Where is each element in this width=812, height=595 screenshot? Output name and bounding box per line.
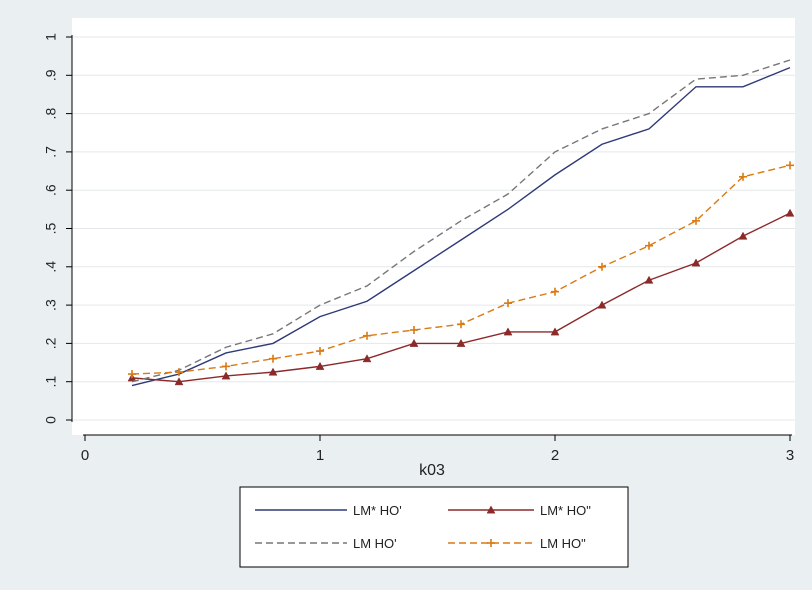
y-tick-label: .4 [43, 261, 59, 273]
legend: LM* HO' LM* HO" LM HO' LM HO" [239, 486, 629, 568]
series-4 [128, 161, 794, 379]
data-point [692, 216, 700, 225]
legend-item: LM HO" [448, 536, 586, 551]
data-point [786, 161, 794, 170]
y-tick-label: 0 [43, 416, 59, 424]
y-tick-label: .3 [43, 299, 59, 311]
series-2 [127, 208, 795, 386]
data-point [785, 208, 795, 217]
data-point [691, 258, 701, 267]
series-1 [131, 66, 791, 387]
data-point [128, 370, 136, 379]
data-point [644, 275, 654, 284]
plot-area-group [72, 18, 795, 435]
data-point [503, 327, 513, 336]
y-tick-label: .9 [43, 69, 59, 81]
x-tick-label: 1 [316, 447, 324, 464]
data-point [409, 338, 419, 347]
legend-label: LM HO' [353, 536, 397, 551]
y-tick-label: .2 [43, 337, 59, 349]
data-point [363, 331, 371, 340]
legend-label: LM* HO' [353, 503, 402, 518]
data-point [457, 320, 465, 329]
x-tick-label: 2 [551, 447, 559, 464]
series-group [127, 59, 795, 387]
data-point [316, 347, 324, 356]
y-tick-label: .6 [43, 184, 59, 196]
y-tick-label: .8 [43, 108, 59, 120]
data-point [221, 371, 231, 380]
series-3 [131, 59, 791, 383]
x-tick-label: 3 [786, 447, 794, 464]
y-tick-label: .5 [43, 222, 59, 234]
data-point [175, 368, 183, 377]
x-axis-label: k03 [419, 462, 445, 479]
y-tick-label: 1 [43, 33, 59, 41]
data-point [456, 338, 466, 347]
data-point [551, 287, 559, 296]
data-point [738, 231, 748, 240]
data-point [174, 377, 184, 386]
data-point [486, 505, 496, 514]
data-point [598, 262, 606, 271]
data-point [550, 327, 560, 336]
legend-item: LM* HO" [448, 503, 591, 518]
series-line [131, 59, 791, 383]
data-point [597, 300, 607, 309]
data-point [410, 325, 418, 334]
data-point [362, 354, 372, 363]
legend-label: LM* HO" [540, 503, 591, 518]
data-point [222, 362, 230, 371]
plot-area [72, 18, 795, 435]
series-line [131, 66, 791, 387]
y-tick-label: .1 [43, 376, 59, 388]
legend-label: LM HO" [540, 536, 586, 551]
legend-item: LM HO' [255, 536, 397, 551]
legend-item: LM* HO' [255, 503, 402, 518]
axes-group: 0 .1 .2 .3 .4 .5 .6 .7 .8 .9 1 0 1 2 3 [43, 33, 794, 464]
data-point [645, 241, 653, 250]
data-point [268, 367, 278, 376]
data-point [504, 299, 512, 308]
data-point [487, 539, 495, 547]
y-tick-label: .7 [43, 146, 59, 158]
data-point [315, 361, 325, 370]
data-point [269, 354, 277, 363]
data-point [739, 172, 747, 181]
legend-box [239, 486, 629, 568]
x-tick-label: 0 [81, 447, 89, 464]
